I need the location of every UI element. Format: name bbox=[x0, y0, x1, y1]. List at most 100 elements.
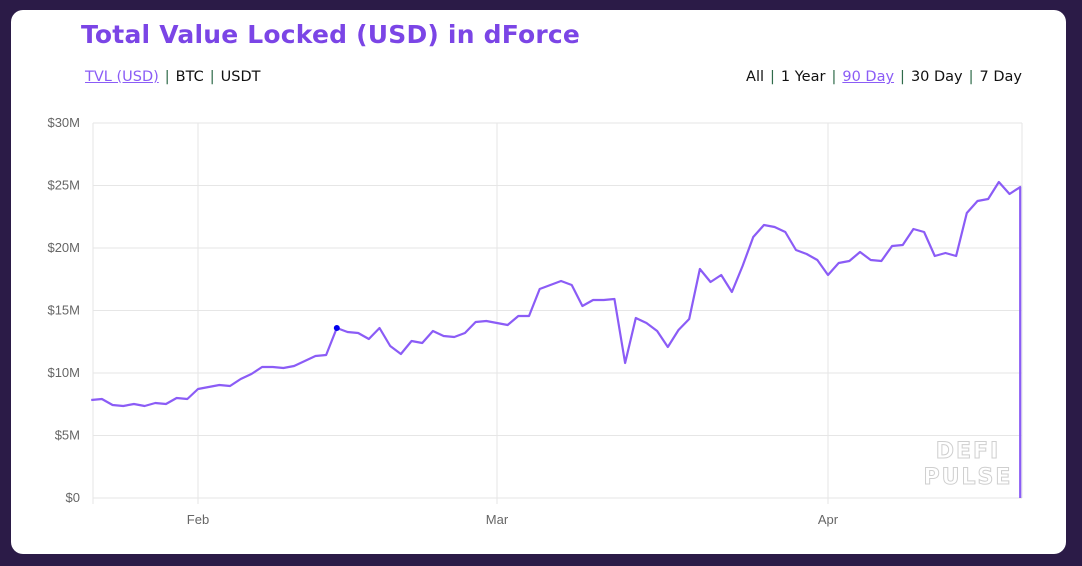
data-point[interactable] bbox=[708, 279, 714, 285]
data-point[interactable] bbox=[366, 336, 372, 342]
range-1-year[interactable]: 1 Year bbox=[780, 69, 826, 85]
data-point[interactable] bbox=[323, 352, 329, 358]
range-30-day[interactable]: 30 Day bbox=[910, 69, 963, 85]
data-point[interactable] bbox=[547, 282, 553, 288]
data-point[interactable] bbox=[174, 395, 180, 401]
metric-tvl-usd[interactable]: TVL (USD) bbox=[85, 69, 159, 85]
data-point[interactable] bbox=[558, 278, 564, 284]
data-point[interactable] bbox=[964, 210, 970, 216]
data-point[interactable] bbox=[526, 313, 532, 319]
data-point[interactable] bbox=[782, 229, 788, 235]
data-point[interactable] bbox=[836, 260, 842, 266]
data-point[interactable] bbox=[665, 344, 671, 350]
data-point[interactable] bbox=[942, 250, 948, 256]
data-point[interactable] bbox=[451, 334, 457, 340]
data-point[interactable] bbox=[131, 401, 137, 407]
data-point[interactable] bbox=[195, 386, 201, 392]
metric-usdt[interactable]: USDT bbox=[220, 69, 261, 85]
data-point[interactable] bbox=[633, 315, 639, 321]
data-point[interactable] bbox=[579, 303, 585, 309]
data-point[interactable] bbox=[387, 343, 393, 349]
data-point[interactable] bbox=[515, 313, 521, 319]
data-point[interactable] bbox=[483, 318, 489, 324]
data-point[interactable] bbox=[409, 338, 415, 344]
data-point[interactable] bbox=[676, 327, 682, 333]
data-point[interactable] bbox=[889, 243, 895, 249]
data-point[interactable] bbox=[921, 229, 927, 235]
data-point[interactable] bbox=[184, 396, 190, 402]
data-point[interactable] bbox=[280, 365, 286, 371]
range-7-day[interactable]: 7 Day bbox=[979, 69, 1022, 85]
data-point[interactable] bbox=[718, 272, 724, 278]
data-point[interactable] bbox=[750, 234, 756, 240]
data-point[interactable] bbox=[814, 257, 820, 263]
data-point[interactable] bbox=[441, 333, 447, 339]
data-point[interactable] bbox=[344, 329, 350, 335]
data-point[interactable] bbox=[1017, 184, 1023, 190]
data-point[interactable] bbox=[974, 198, 980, 204]
data-point[interactable] bbox=[1017, 495, 1023, 501]
data-point[interactable] bbox=[804, 251, 810, 257]
data-point[interactable] bbox=[99, 396, 105, 402]
highlighted-data-point[interactable] bbox=[333, 325, 340, 331]
data-point[interactable] bbox=[152, 400, 158, 406]
data-point[interactable] bbox=[462, 330, 468, 336]
data-point[interactable] bbox=[120, 403, 126, 409]
range-all[interactable]: All bbox=[746, 69, 765, 85]
data-point[interactable] bbox=[643, 320, 649, 326]
data-point[interactable] bbox=[248, 371, 254, 377]
data-point[interactable] bbox=[985, 196, 991, 202]
data-point[interactable] bbox=[761, 222, 767, 228]
data-point[interactable] bbox=[291, 363, 297, 369]
data-point[interactable] bbox=[142, 403, 148, 409]
data-point[interactable] bbox=[238, 376, 244, 382]
data-point[interactable] bbox=[302, 358, 308, 364]
data-point[interactable] bbox=[227, 383, 233, 389]
data-point[interactable] bbox=[270, 364, 276, 370]
data-point[interactable] bbox=[825, 272, 831, 278]
data-point[interactable] bbox=[259, 364, 265, 370]
data-point[interactable] bbox=[900, 242, 906, 248]
data-point[interactable] bbox=[846, 258, 852, 264]
data-point[interactable] bbox=[996, 179, 1002, 185]
data-point[interactable] bbox=[793, 247, 799, 253]
data-point[interactable] bbox=[163, 401, 169, 407]
data-point[interactable] bbox=[729, 289, 735, 295]
data-point[interactable] bbox=[398, 351, 404, 357]
data-point[interactable] bbox=[355, 330, 361, 336]
data-point[interactable] bbox=[611, 296, 617, 302]
data-point[interactable] bbox=[953, 253, 959, 259]
data-point[interactable] bbox=[590, 297, 596, 303]
data-point[interactable] bbox=[686, 316, 692, 322]
tvl-series-line bbox=[91, 180, 1022, 498]
data-point[interactable] bbox=[110, 402, 116, 408]
metric-btc[interactable]: BTC bbox=[175, 69, 204, 85]
data-point[interactable] bbox=[772, 224, 778, 230]
data-point[interactable] bbox=[697, 266, 703, 272]
data-point[interactable] bbox=[1007, 191, 1013, 197]
data-point[interactable] bbox=[216, 382, 222, 388]
data-point[interactable] bbox=[569, 282, 575, 288]
data-point[interactable] bbox=[932, 253, 938, 259]
data-point[interactable] bbox=[377, 325, 383, 331]
data-point[interactable] bbox=[537, 286, 543, 292]
data-point[interactable] bbox=[654, 328, 660, 334]
data-point[interactable] bbox=[505, 322, 511, 328]
data-point[interactable] bbox=[622, 360, 628, 366]
data-point[interactable] bbox=[312, 353, 318, 359]
data-point[interactable] bbox=[601, 297, 607, 303]
data-point[interactable] bbox=[206, 384, 212, 390]
data-point[interactable] bbox=[910, 226, 916, 232]
data-point[interactable] bbox=[88, 397, 94, 403]
range-90-day[interactable]: 90 Day bbox=[842, 69, 895, 85]
data-point[interactable] bbox=[494, 320, 500, 326]
tvl-card bbox=[11, 10, 1066, 554]
data-point[interactable] bbox=[868, 257, 874, 263]
data-point[interactable] bbox=[740, 263, 746, 269]
data-point[interactable] bbox=[857, 249, 863, 255]
data-point[interactable] bbox=[430, 328, 436, 334]
data-point[interactable] bbox=[878, 258, 884, 264]
data-point[interactable] bbox=[419, 340, 425, 346]
data-point[interactable] bbox=[473, 319, 479, 325]
